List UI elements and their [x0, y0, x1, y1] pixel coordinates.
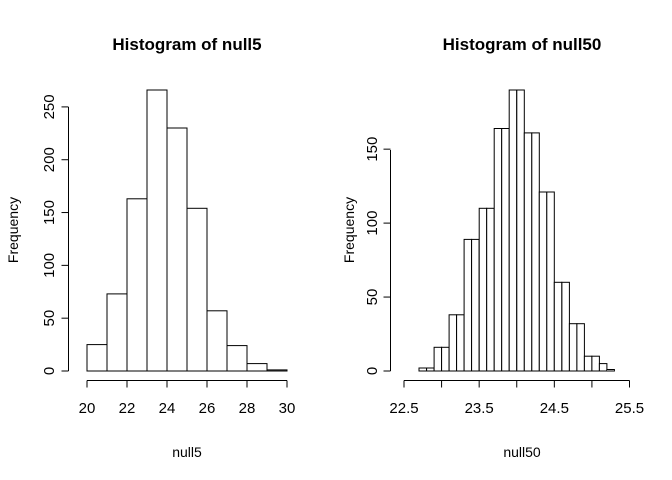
histogram-bar	[186, 207, 208, 372]
panel-title: Histogram of null5	[112, 35, 261, 54]
y-tick-label: 150	[41, 200, 58, 225]
y-tick-label: 250	[41, 94, 58, 119]
y-tick-label: 50	[364, 289, 381, 306]
histogram-bar	[546, 191, 555, 372]
histogram-bar	[591, 355, 600, 372]
histogram-bar	[106, 293, 128, 372]
histogram-bar	[508, 89, 518, 372]
histogram-bar	[418, 367, 427, 372]
histogram-bar	[206, 310, 228, 372]
x-tick-label: 23.5	[465, 400, 494, 417]
histogram-bar	[126, 198, 148, 372]
histogram-bar	[561, 281, 570, 372]
y-tick-label: 150	[364, 137, 381, 162]
x-tick-label: 26	[199, 400, 216, 417]
histogram-bar	[598, 363, 608, 372]
x-axis: 20 22 24 26 28 30	[79, 380, 296, 417]
bars	[418, 89, 615, 372]
histogram-bar	[448, 314, 458, 372]
histogram-bar	[576, 323, 585, 372]
panel-title: Histogram of null50	[443, 35, 602, 54]
histogram-bar	[568, 323, 578, 372]
histogram-bar	[86, 344, 108, 372]
x-tick-label: 22.5	[389, 400, 418, 417]
histogram-bar	[583, 355, 593, 372]
y-tick-label: 50	[41, 310, 58, 327]
bars	[86, 89, 288, 372]
histogram-null50-panel: Histogram of null50 null50 Frequency 22.…	[341, 35, 644, 460]
histogram-bar	[433, 346, 443, 372]
histogram-bar	[493, 128, 503, 372]
histogram-null5-panel: Histogram of null5 null5 Frequency 20 22 2…	[5, 35, 295, 460]
x-tick-label: 30	[279, 400, 296, 417]
histogram-bar	[553, 281, 563, 372]
histogram-bar	[501, 128, 510, 372]
y-tick-label: 100	[364, 211, 381, 236]
x-tick-label: 24	[159, 400, 176, 417]
histogram-bar	[478, 207, 488, 372]
y-axis: 0 50 100 150	[364, 137, 391, 375]
histogram-bar	[471, 238, 480, 372]
histogram-bar	[441, 346, 450, 372]
histogram-bar	[463, 238, 473, 372]
y-tick-label: 0	[41, 367, 58, 375]
x-tick-label: 28	[239, 400, 256, 417]
histogram-bar	[538, 191, 548, 372]
x-tick-label: 22	[119, 400, 136, 417]
histogram-bar	[531, 132, 540, 372]
y-tick-label: 0	[364, 367, 381, 375]
histogram-bar	[426, 367, 435, 372]
x-tick-label: 25.5	[615, 400, 644, 417]
x-axis-label: null50	[503, 444, 541, 460]
histogram-bar	[146, 89, 168, 372]
histogram-bar	[246, 363, 268, 372]
histogram-bar	[523, 132, 533, 372]
y-axis-label: Frequency	[341, 197, 357, 263]
y-tick-label: 100	[41, 253, 58, 278]
histogram-bar	[226, 345, 248, 372]
y-axis-label: Frequency	[5, 197, 21, 263]
x-axis-label: null5	[172, 444, 202, 460]
histogram-bar	[166, 127, 188, 372]
histogram-bar	[486, 207, 495, 372]
x-axis: 22.5 23.5 24.5 25.5	[389, 380, 644, 417]
y-axis: 0 50 100 150 200 250	[41, 94, 69, 375]
x-tick-label: 24.5	[540, 400, 569, 417]
y-tick-label: 200	[41, 147, 58, 172]
histogram-bar	[606, 369, 615, 372]
histogram-bar	[516, 89, 525, 372]
histogram-bar	[266, 369, 288, 372]
x-tick-label: 20	[79, 400, 96, 417]
histogram-bar	[456, 314, 465, 372]
